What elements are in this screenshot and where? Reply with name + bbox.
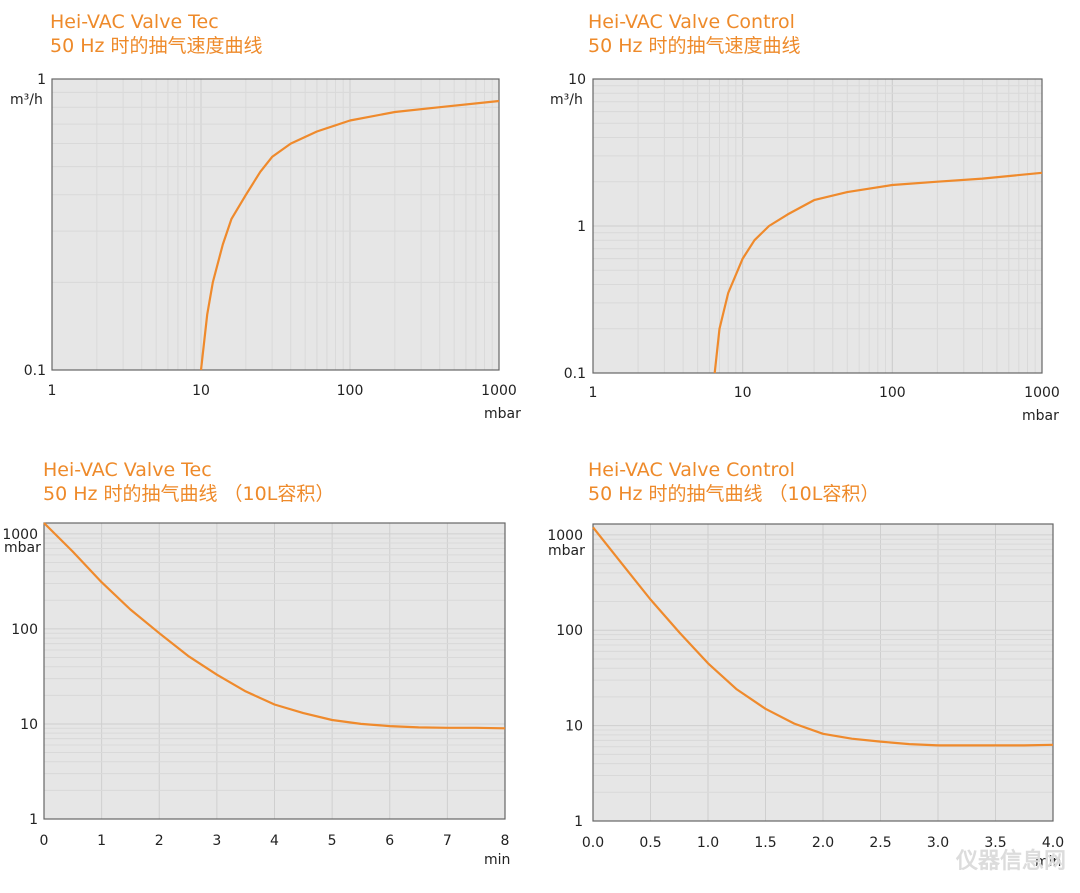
x-tick-label: 1.0 xyxy=(697,835,719,851)
series-line-br xyxy=(592,526,1054,747)
y-tick-label: 1000 xyxy=(547,528,583,544)
series-line-tl xyxy=(199,99,500,371)
y-unit-label: m³/h xyxy=(550,92,583,108)
x-tick-label: 7 xyxy=(443,833,452,849)
x-tick-label: 1 xyxy=(589,385,598,401)
x-tick-label: 2 xyxy=(155,833,164,849)
x-unit-label: mbar xyxy=(1022,408,1059,424)
x-tick-label: 10 xyxy=(734,385,752,401)
x-tick-label: 100 xyxy=(337,383,364,399)
x-tick-label: 3 xyxy=(212,833,221,849)
y-tick-label: 0.1 xyxy=(24,363,46,379)
x-tick-label: 5 xyxy=(328,833,337,849)
x-tick-label: 2.0 xyxy=(812,835,834,851)
chart-subtitle-tr: 50 Hz 时的抽气速度曲线 xyxy=(588,35,801,57)
y-tick-label: 0.1 xyxy=(564,366,586,382)
x-tick-label: 0 xyxy=(40,833,49,849)
x-tick-label: 8 xyxy=(501,833,510,849)
x-tick-label: 1 xyxy=(48,383,57,399)
chart-title-br: Hei-VAC Valve Control xyxy=(588,459,795,481)
chart-title-bl: Hei-VAC Valve Tec xyxy=(43,459,212,481)
x-tick-label: 1.5 xyxy=(754,835,776,851)
series-line-bl xyxy=(43,522,506,730)
plot-frame-bl xyxy=(43,522,506,820)
y-tick-label: 1 xyxy=(574,814,583,830)
x-tick-label: 100 xyxy=(879,385,906,401)
x-tick-label: 1000 xyxy=(481,383,517,399)
x-tick-label: 4 xyxy=(270,833,279,849)
x-tick-label: 3.0 xyxy=(927,835,949,851)
y-tick-label: 1 xyxy=(37,72,46,88)
plot-frame-br xyxy=(592,523,1054,822)
x-tick-label: 1000 xyxy=(1024,385,1060,401)
x-tick-label: 0.0 xyxy=(582,835,604,851)
y-tick-label: 1000 xyxy=(2,527,38,543)
chart-subtitle-br: 50 Hz 时的抽气曲线 （10L容积） xyxy=(588,483,880,505)
y-unit-label: mbar xyxy=(4,540,41,556)
y-tick-label: 100 xyxy=(556,623,583,639)
series-line-tr xyxy=(713,171,1043,374)
chart-subtitle-tl: 50 Hz 时的抽气速度曲线 xyxy=(50,35,263,57)
y-tick-label: 10 xyxy=(20,717,38,733)
y-unit-label: mbar xyxy=(548,543,585,559)
x-unit-label: mbar xyxy=(484,406,521,422)
y-tick-label: 1 xyxy=(577,219,586,235)
chart-title-tr: Hei-VAC Valve Control xyxy=(588,11,795,33)
x-tick-label: 10 xyxy=(192,383,210,399)
chart-title-tl: Hei-VAC Valve Tec xyxy=(50,11,219,33)
x-tick-label: 0.5 xyxy=(639,835,661,851)
plot-area-tl xyxy=(52,79,499,370)
y-unit-label: m³/h xyxy=(10,92,43,108)
plot-frame-tr xyxy=(592,78,1043,374)
x-tick-label: 6 xyxy=(385,833,394,849)
x-unit-label: min xyxy=(1035,854,1061,870)
x-unit-label: min xyxy=(484,852,510,868)
y-tick-label: 100 xyxy=(11,622,38,638)
x-tick-label: 1 xyxy=(97,833,106,849)
x-tick-label: 3.5 xyxy=(984,835,1006,851)
y-tick-label: 1 xyxy=(29,812,38,828)
x-tick-label: 2.5 xyxy=(869,835,891,851)
y-tick-label: 10 xyxy=(565,719,583,735)
x-tick-label: 4.0 xyxy=(1042,835,1064,851)
chart-subtitle-bl: 50 Hz 时的抽气曲线 （10L容积） xyxy=(43,483,335,505)
watermark-logo: 仪器信息网 xyxy=(955,849,1066,874)
y-tick-label: 10 xyxy=(568,72,586,88)
plot-frame-tl xyxy=(51,78,500,371)
